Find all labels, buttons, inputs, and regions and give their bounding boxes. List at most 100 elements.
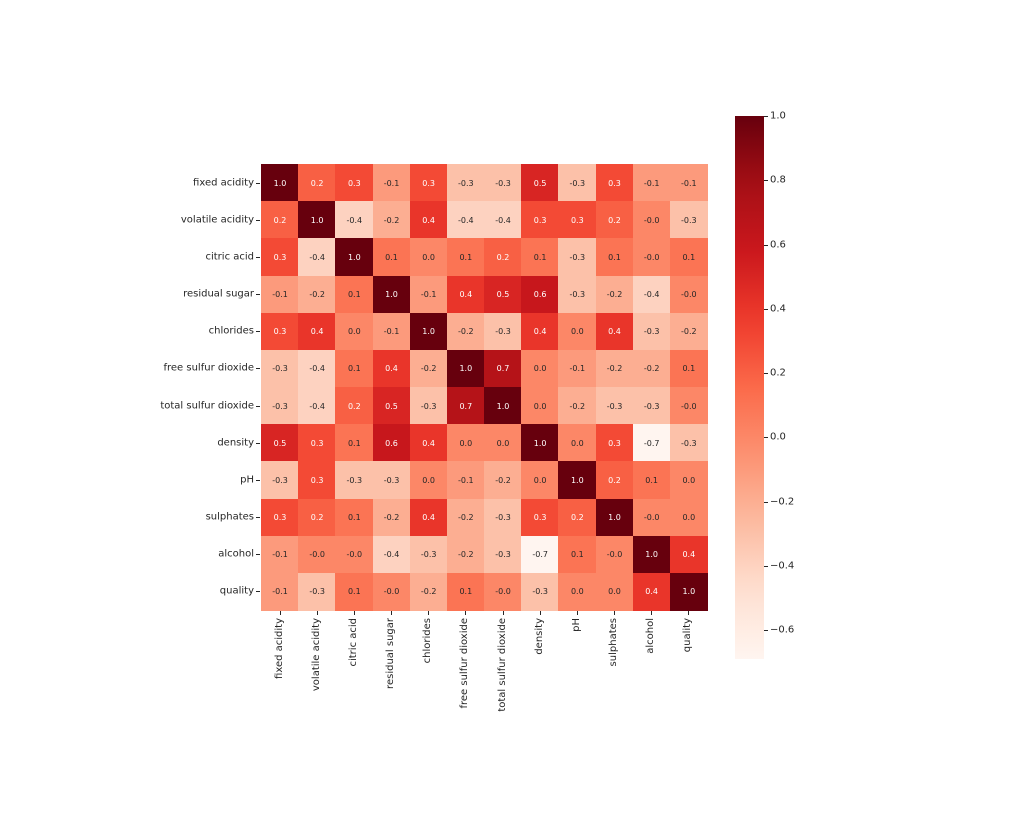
x-tick-mark (540, 611, 541, 615)
colorbar-tick-label: 0.8 (770, 174, 786, 186)
heatmap-cell: -0.2 (558, 387, 597, 425)
x-tick-mark (280, 611, 281, 615)
heatmap-cell: -0.0 (595, 535, 634, 574)
heatmap-cell: -0.2 (372, 498, 411, 537)
y-tick-mark (256, 406, 260, 407)
heatmap-cell: 0.1 (335, 498, 374, 537)
heatmap-cell: -0.3 (484, 535, 522, 574)
heatmap-cell: 0.1 (372, 238, 411, 277)
correlation-heatmap: 1.0 0.2 0.3 -0.1 0.3 -0.3 -0.3 0.5 -0.3 0.3 -0.1 -0… (261, 164, 708, 611)
y-tick-label: citric acid (205, 251, 254, 263)
heatmap-cell: -0.1 (669, 164, 708, 202)
heatmap-cell: -0.3 (409, 387, 448, 425)
heatmap-cell: -0.0 (669, 387, 708, 425)
x-tick-mark (465, 611, 466, 615)
heatmap-cell: 0.3 (558, 201, 597, 240)
heatmap-cell: -0.3 (372, 461, 411, 500)
heatmap-cell: 0.1 (669, 349, 708, 388)
heatmap-cell: -0.3 (558, 275, 597, 314)
heatmap-cell: -0.4 (632, 275, 671, 314)
y-tick-mark (256, 517, 260, 518)
heatmap-cell: 0.0 (558, 572, 597, 611)
heatmap-cell: 0.4 (409, 498, 448, 537)
x-tick-mark (651, 611, 652, 615)
heatmap-cell: -0.4 (335, 201, 374, 240)
heatmap-cell: -0.1 (261, 535, 299, 574)
x-tick-mark (354, 611, 355, 615)
heatmap-cell: -0.7 (632, 424, 671, 463)
y-tick-label: free sulfur dioxide (163, 362, 254, 374)
colorbar (735, 116, 764, 659)
y-tick-mark (256, 591, 260, 592)
heatmap-cell: 0.2 (298, 164, 337, 202)
heatmap-cell: -0.3 (409, 535, 448, 574)
heatmap-cell: -0.2 (669, 312, 708, 351)
heatmap-cell: 0.4 (595, 312, 634, 351)
x-tick-label: free sulfur dioxide (459, 618, 471, 709)
heatmap-cell: 1.0 (335, 238, 374, 277)
x-tick-label: residual sugar (385, 618, 397, 689)
heatmap-cell: 1.0 (261, 164, 299, 202)
colorbar-tick-mark (764, 116, 768, 117)
colorbar-tick-mark (764, 566, 768, 567)
x-tick-mark (391, 611, 392, 615)
heatmap-cell: 0.1 (558, 535, 597, 574)
heatmap-cell: -0.1 (372, 164, 411, 202)
heatmap-cell: -0.4 (298, 238, 337, 277)
heatmap-cell: 0.1 (335, 275, 374, 314)
heatmap-cell: 0.0 (669, 498, 708, 537)
heatmap-cell: -0.0 (372, 572, 411, 611)
heatmap-cell: -0.3 (261, 387, 299, 425)
x-tick-mark (428, 611, 429, 615)
colorbar-tick-label: −0.6 (770, 624, 795, 636)
heatmap-cell: -0.1 (446, 461, 485, 500)
heatmap-cell: -0.3 (261, 349, 299, 388)
heatmap-cell: 0.4 (298, 312, 337, 351)
heatmap-cell: -0.3 (632, 387, 671, 425)
y-tick-label: sulphates (205, 511, 254, 523)
heatmap-cell: 0.3 (261, 238, 299, 277)
heatmap-cell: -0.3 (484, 164, 522, 202)
colorbar-tick-mark (764, 309, 768, 310)
heatmap-cell: 0.0 (669, 461, 708, 500)
x-tick-label: volatile acidity (310, 618, 322, 692)
y-tick-mark (256, 183, 260, 184)
y-tick-mark (256, 554, 260, 555)
heatmap-cell: 0.0 (409, 238, 448, 277)
heatmap-cell: 0.2 (558, 498, 597, 537)
heatmap-cell: -0.7 (521, 535, 560, 574)
y-tick-mark (256, 220, 260, 221)
heatmap-cell: 0.1 (335, 424, 374, 463)
heatmap-cell: -0.4 (298, 387, 337, 425)
colorbar-tick-label: 1.0 (770, 110, 786, 122)
heatmap-cell: -0.4 (484, 201, 522, 240)
heatmap-cell: -0.0 (298, 535, 337, 574)
heatmap-cell: 1.0 (521, 424, 560, 463)
heatmap-cell: 0.4 (409, 201, 448, 240)
heatmap-cell: 0.2 (595, 461, 634, 500)
heatmap-cell: 1.0 (484, 387, 522, 425)
heatmap-cell: -0.0 (632, 498, 671, 537)
heatmap-cell: 0.0 (595, 572, 634, 611)
heatmap-cell: -0.3 (595, 387, 634, 425)
heatmap-cell: 0.4 (669, 535, 708, 574)
heatmap-cell: -0.1 (372, 312, 411, 351)
heatmap-cell: -0.3 (335, 461, 374, 500)
heatmap-cell: -0.1 (261, 572, 299, 611)
heatmap-cell: 0.0 (558, 312, 597, 351)
x-tick-label: alcohol (645, 618, 657, 654)
heatmap-cell: 0.1 (632, 461, 671, 500)
heatmap-cell: 0.1 (521, 238, 560, 277)
heatmap-cell: -0.2 (446, 498, 485, 537)
heatmap-cell: 0.1 (595, 238, 634, 277)
y-tick-label: total sulfur dioxide (160, 400, 254, 412)
heatmap-cell: -0.3 (632, 312, 671, 351)
colorbar-tick-mark (764, 630, 768, 631)
heatmap-cell: -0.1 (409, 275, 448, 314)
y-tick-label: residual sugar (183, 288, 254, 300)
colorbar-tick-mark (764, 245, 768, 246)
heatmap-cell: 0.4 (409, 424, 448, 463)
heatmap-cell: -0.2 (595, 275, 634, 314)
y-tick-label: chlorides (208, 325, 254, 337)
heatmap-cell: 0.3 (595, 424, 634, 463)
